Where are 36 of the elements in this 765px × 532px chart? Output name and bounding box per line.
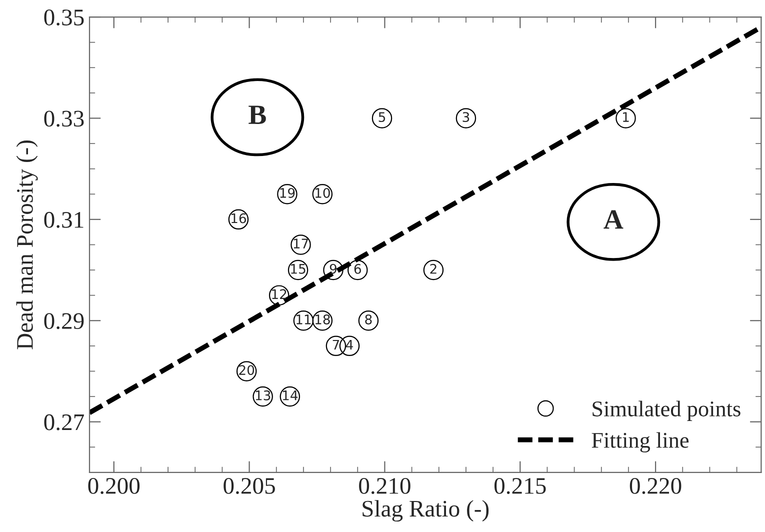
- annotation: 11: [296, 314, 311, 324]
- y-tick-label: 0.29: [44, 313, 84, 330]
- annotation: 13: [256, 390, 270, 400]
- annotation: 14: [282, 390, 298, 400]
- annotation: 18: [315, 314, 330, 324]
- annotation: 20: [239, 365, 254, 376]
- x-tick-label: 0.210: [359, 478, 410, 494]
- annotation: 6: [354, 264, 361, 274]
- annotation: 12: [272, 289, 286, 299]
- x-tick-label: 0.205: [224, 478, 275, 494]
- y-tick-label: 0.35: [44, 10, 84, 26]
- x-tick-label: 0.220: [630, 478, 682, 494]
- annotation: 10: [315, 188, 330, 198]
- annotation: 3: [462, 112, 470, 122]
- y-axis-title: Dead man Porosity (-): [16, 140, 38, 350]
- annotation: 9: [330, 264, 337, 274]
- annotation: 1: [623, 112, 629, 122]
- x-tick-label: 0.200: [88, 478, 140, 494]
- annotation: 15: [291, 264, 306, 274]
- y-tick-label: 0.33: [44, 110, 84, 127]
- annotation: 17: [294, 238, 308, 248]
- legend-label: Simulated points: [592, 400, 740, 421]
- annotation: 7: [332, 340, 340, 350]
- y-tick-label: 0.27: [44, 414, 84, 430]
- x-axis-title: Slag Ratio (-): [362, 500, 489, 522]
- annotation: 4: [346, 340, 353, 350]
- annotation: 19: [280, 188, 295, 198]
- annotation: 5: [378, 112, 386, 122]
- annotation: B: [248, 106, 266, 124]
- annotation: 8: [365, 314, 372, 324]
- annotation: 16: [232, 213, 246, 224]
- annotation: 2: [430, 264, 436, 274]
- legend-label: Fitting line: [592, 432, 689, 452]
- x-tick-label: 0.215: [494, 478, 546, 494]
- y-tick-label: 0.31: [44, 212, 84, 228]
- annotation: A: [604, 210, 624, 229]
